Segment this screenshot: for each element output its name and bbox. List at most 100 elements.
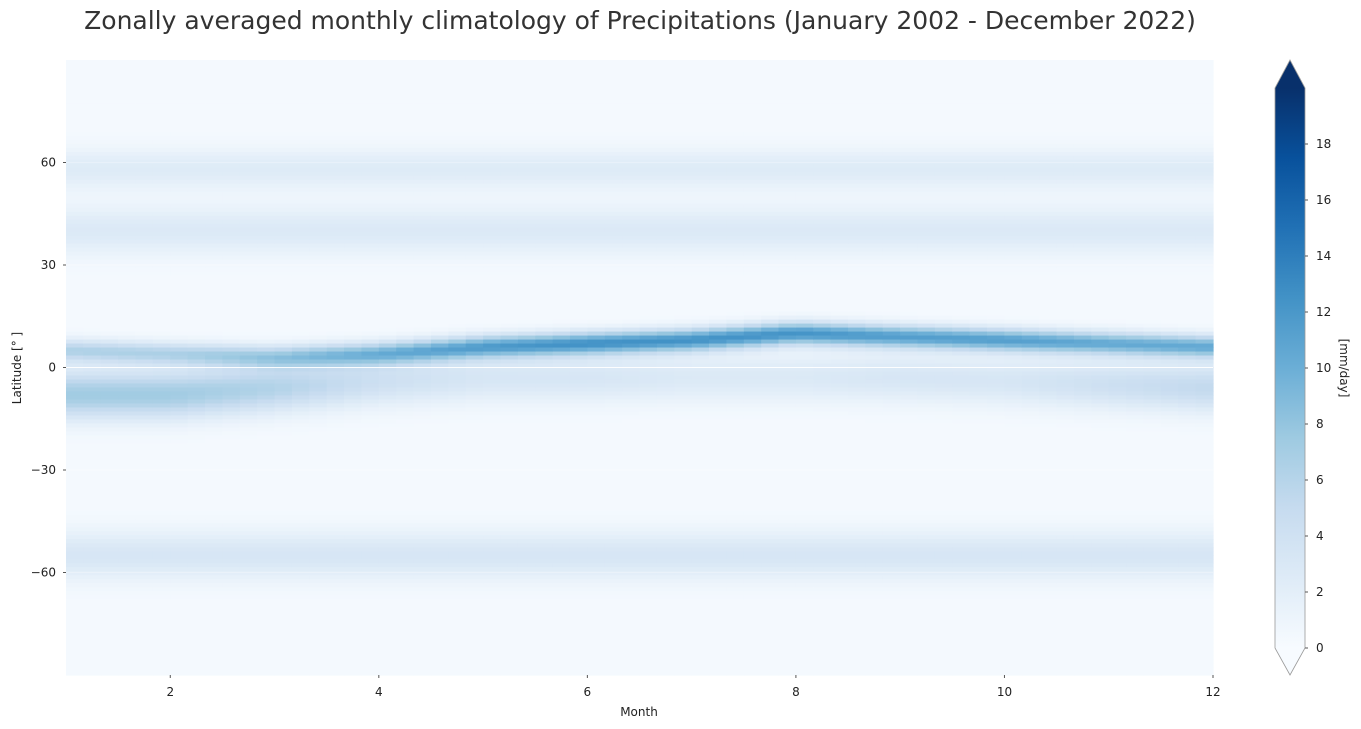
heatmap-cell (569, 559, 588, 564)
heatmap-cell (135, 275, 154, 281)
heatmap-cell (378, 451, 397, 456)
heatmap-cell (361, 503, 380, 508)
heatmap-cell (83, 323, 102, 329)
heatmap-cell (239, 491, 258, 496)
heatmap-cell (604, 663, 623, 668)
heatmap-cell (500, 251, 519, 257)
heatmap-cell (569, 487, 588, 492)
heatmap-cell (83, 571, 102, 576)
heatmap-cell (222, 135, 241, 141)
heatmap-cell (552, 551, 571, 556)
heatmap-cell (483, 559, 502, 564)
heatmap-cell (344, 163, 363, 169)
heatmap-cell (465, 195, 484, 201)
heatmap-cell (257, 507, 276, 512)
heatmap-cell (604, 591, 623, 596)
heatmap-cell (448, 427, 467, 432)
heatmap-cell (205, 223, 224, 229)
heatmap-cell (291, 235, 310, 241)
heatmap-cell (257, 223, 276, 229)
heatmap-cell (569, 595, 588, 600)
heatmap-cell (569, 227, 588, 233)
heatmap-cell (500, 519, 519, 524)
heatmap-cell (66, 127, 84, 133)
heatmap-cell (326, 339, 345, 345)
heatmap-cell (274, 347, 293, 353)
heatmap-cell (257, 139, 276, 145)
heatmap-cell (448, 155, 467, 161)
heatmap-cell (500, 671, 519, 676)
heatmap-cell (517, 255, 536, 261)
heatmap-cell (361, 439, 380, 444)
heatmap-cell (118, 143, 137, 149)
heatmap-cell (430, 199, 449, 205)
heatmap-cell (100, 103, 119, 109)
heatmap-cell (535, 403, 554, 409)
heatmap-cell (239, 563, 258, 568)
heatmap-cell (326, 99, 345, 105)
heatmap-cell (187, 519, 206, 524)
heatmap-cell (274, 67, 293, 73)
heatmap-cell (66, 327, 84, 333)
heatmap-cell (552, 543, 571, 548)
heatmap-cell (396, 447, 415, 452)
heatmap-cell (170, 451, 189, 456)
heatmap-cell (378, 535, 397, 540)
heatmap-cell (135, 651, 154, 656)
heatmap-cell (361, 399, 380, 405)
heatmap-cell (622, 315, 641, 321)
heatmap-cell (622, 231, 641, 237)
heatmap-cell (222, 347, 241, 353)
heatmap-cell (483, 411, 502, 417)
heatmap-cell (135, 591, 154, 596)
heatmap-cell (500, 171, 519, 177)
heatmap-cell (396, 507, 415, 512)
heatmap-cell (100, 87, 119, 93)
heatmap-cell (100, 399, 119, 405)
heatmap-cell (66, 391, 84, 397)
heatmap-cell (239, 119, 258, 125)
heatmap-cell (413, 583, 432, 588)
heatmap-cell (205, 583, 224, 588)
heatmap-cell (344, 363, 363, 369)
heatmap-cell (274, 475, 293, 480)
heatmap-cell (344, 447, 363, 452)
heatmap-cell (83, 467, 102, 472)
heatmap-cell (83, 547, 102, 552)
heatmap-cell (135, 255, 154, 261)
heatmap-cell (344, 215, 363, 221)
heatmap-cell (326, 295, 345, 301)
heatmap-cell (378, 311, 397, 317)
heatmap-cell (448, 215, 467, 221)
heatmap-cell (344, 255, 363, 261)
heatmap-cell (517, 383, 536, 389)
heatmap-cell (274, 411, 293, 417)
heatmap-cell (517, 443, 536, 448)
heatmap-cell (152, 611, 171, 616)
heatmap-cell (378, 539, 397, 544)
heatmap-cell (517, 643, 536, 648)
heatmap-cell (396, 475, 415, 480)
heatmap-cell (170, 331, 189, 337)
heatmap-cell (604, 247, 623, 253)
heatmap-cell (152, 207, 171, 213)
heatmap-cell (483, 667, 502, 672)
heatmap-cell (83, 367, 102, 373)
heatmap-cell (239, 375, 258, 381)
heatmap-cell (291, 483, 310, 488)
heatmap-cell (344, 239, 363, 245)
heatmap-cell (239, 191, 258, 197)
heatmap-cell (344, 643, 363, 648)
heatmap-cell (239, 275, 258, 281)
heatmap-cell (309, 367, 328, 373)
heatmap-cell (413, 275, 432, 281)
heatmap-cell (326, 335, 345, 341)
heatmap-cell (361, 191, 380, 197)
heatmap-cell (465, 111, 484, 117)
heatmap-cell (622, 279, 641, 285)
heatmap-cell (222, 115, 241, 121)
heatmap-cell (430, 60, 449, 65)
heatmap-cell (187, 115, 206, 121)
heatmap-cell (552, 259, 571, 265)
heatmap-cell (66, 83, 84, 89)
